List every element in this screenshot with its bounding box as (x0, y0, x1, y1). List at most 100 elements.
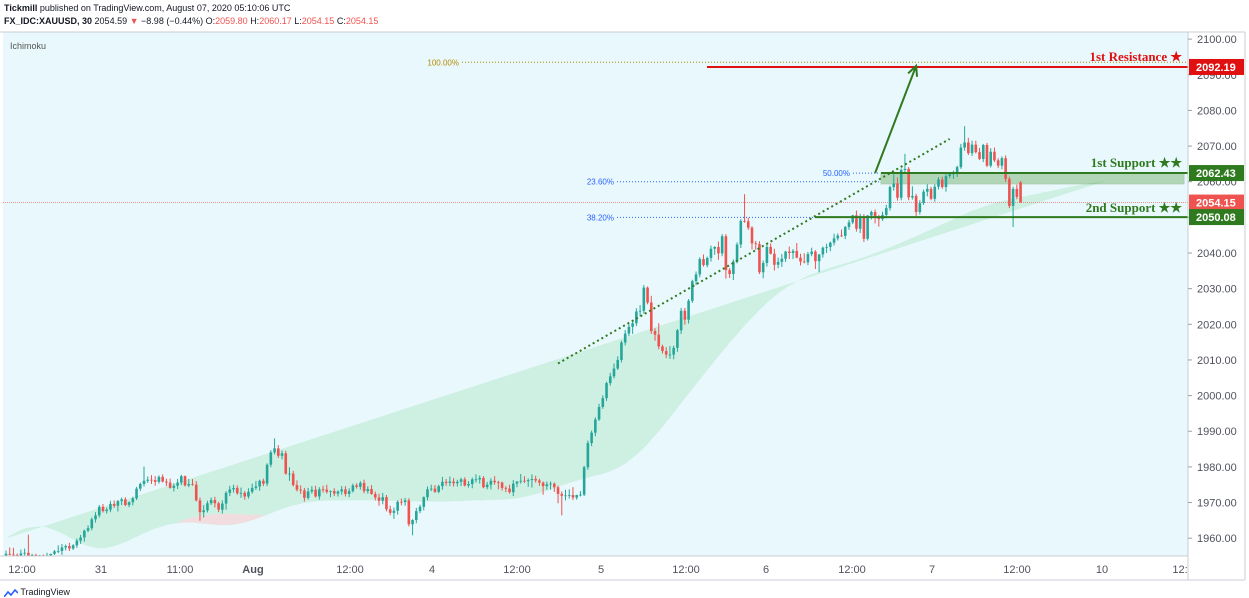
candle-body (605, 383, 608, 399)
candle-body (325, 489, 329, 492)
candle-body (978, 152, 981, 159)
candle-body (344, 489, 347, 494)
candle-body (1004, 158, 1007, 179)
y-tick-label: 2000.00 (1197, 391, 1237, 403)
candle-body (71, 545, 75, 549)
candle-body (586, 443, 590, 468)
candle-body (258, 480, 261, 487)
candle-body (273, 448, 276, 453)
indicator-label[interactable]: Ichimoku (10, 41, 46, 51)
candle-body (829, 242, 832, 247)
candle-body (933, 186, 937, 199)
x-tick-label: 11:00 (167, 564, 194, 576)
candle-body (23, 552, 26, 554)
candle-body (437, 486, 440, 492)
candle-body (511, 483, 515, 493)
candle-body (594, 419, 597, 433)
candle-body (545, 484, 549, 487)
candle-body (855, 215, 858, 229)
candle-body (892, 183, 896, 188)
candle-body (153, 480, 157, 482)
candle-body (482, 477, 485, 488)
candle-body (687, 300, 690, 320)
candle-body (553, 483, 556, 488)
resistance-label: 1st Resistance ★ (1089, 49, 1182, 64)
candle-body (907, 168, 910, 198)
candle-body (649, 302, 653, 332)
candle-body (720, 236, 724, 254)
ohlc-o-key: O: (205, 16, 216, 26)
candle-body (56, 551, 60, 552)
candle-body (228, 489, 232, 493)
y-tick-label: 2030.00 (1197, 284, 1237, 296)
candle-body (388, 509, 392, 513)
candle-body (676, 330, 679, 348)
candle-body (1019, 182, 1022, 203)
candle-body (198, 500, 202, 513)
candle-body (612, 368, 616, 377)
candle-body (403, 500, 407, 503)
candle-body (493, 480, 496, 483)
candle-body (202, 510, 205, 513)
candle-body (75, 540, 79, 546)
tradingview-logo-icon (4, 588, 18, 597)
ohlc-h-key: H: (250, 16, 260, 26)
candle-body (989, 151, 993, 166)
candle-body (53, 551, 56, 554)
candle-body (728, 270, 731, 275)
x-tick-label: 7 (929, 564, 935, 576)
candle-body (377, 497, 381, 501)
candle-body (142, 480, 146, 484)
x-tick-label: 4 (429, 564, 435, 576)
candle-body (340, 489, 343, 492)
price-axis-area (1188, 32, 1249, 580)
candle-body (1000, 158, 1004, 166)
candle-body (262, 480, 265, 484)
x-tick-label: 12:00 (1003, 564, 1031, 576)
candle-body (996, 160, 1000, 166)
cloud-bear-area (177, 513, 264, 525)
uptrend-line (557, 138, 951, 365)
symbol-label[interactable]: FX_IDC:XAUUSD, 30 (4, 16, 93, 26)
y-tick-label: 2040.00 (1197, 248, 1237, 260)
candle-body (750, 227, 754, 244)
candle-body (631, 323, 634, 327)
x-tick-label: 12:00 (8, 564, 36, 576)
support-1-label: 1st Support ★★ (1091, 155, 1183, 170)
candle-body (176, 482, 179, 486)
candle-body (68, 546, 71, 549)
candle-body (754, 243, 758, 245)
candle-body (579, 494, 582, 496)
down-triangle-icon: ▼ (129, 16, 139, 26)
candle-body (724, 236, 728, 271)
x-tick-label: 5 (598, 564, 604, 576)
candle-body (448, 481, 452, 483)
badge-bg (1189, 58, 1244, 75)
candle-body (217, 503, 220, 510)
footer-brand: TradingView (4, 587, 70, 597)
publisher-name[interactable]: Tickmill (4, 3, 38, 13)
candle-body (623, 333, 627, 343)
candle-body (235, 487, 239, 494)
candle-body (127, 502, 131, 506)
x-tick-label: 12:00 (503, 564, 531, 576)
candle-body (504, 487, 508, 489)
y-tick-label: 2080.00 (1197, 105, 1237, 117)
candle-body (601, 398, 605, 407)
candle-body (124, 499, 127, 506)
candle-body (635, 311, 638, 324)
candle-body (366, 488, 370, 492)
candle-body (847, 222, 851, 227)
candle-body (955, 167, 959, 174)
candle-body (478, 477, 482, 480)
candle-body (355, 485, 358, 487)
candle-body (679, 310, 683, 331)
candle-body (661, 346, 664, 352)
candle-body (788, 251, 791, 254)
candle-body (303, 490, 306, 498)
candle-body (247, 491, 250, 497)
published-text: published on TradingView.com, August 07,… (39, 3, 291, 13)
badge-label: 2054.15 (1196, 198, 1236, 210)
candle-body (773, 253, 776, 265)
